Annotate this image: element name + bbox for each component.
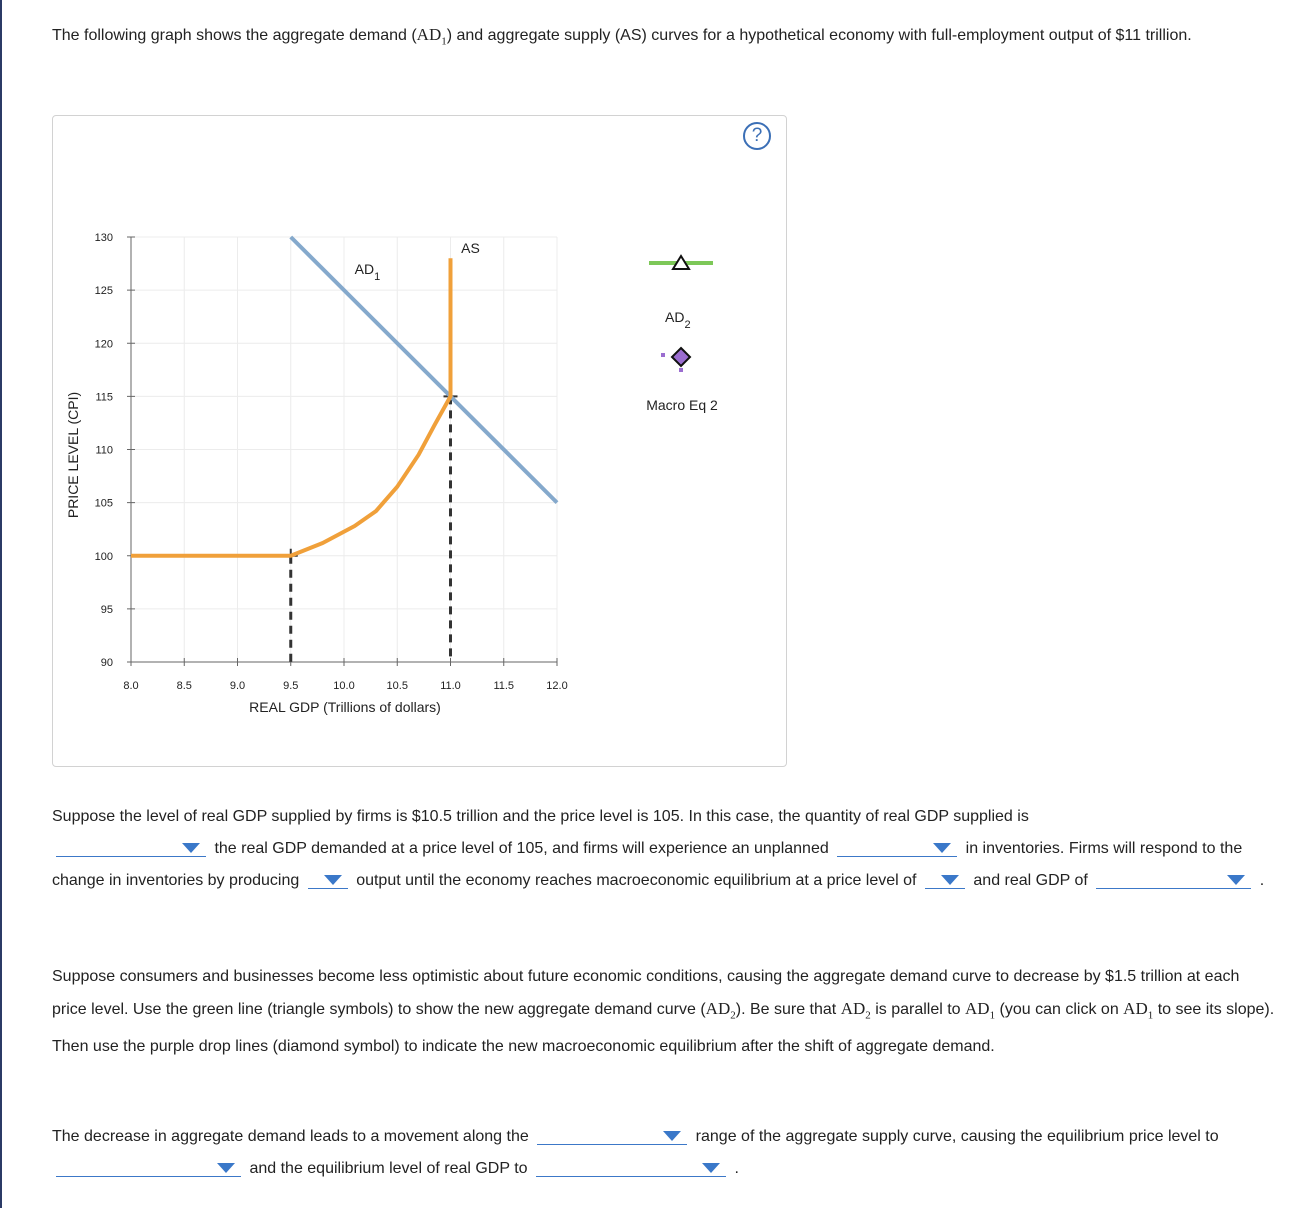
dropdown-price-level-change[interactable] [56, 1158, 241, 1177]
drop-line-dot-bottom [679, 368, 683, 372]
chevron-down-icon [323, 875, 342, 885]
x-tick-label: 9.0 [230, 680, 245, 692]
x-tick-label: 11.0 [440, 680, 461, 692]
dropdown-output-change[interactable] [307, 870, 348, 889]
drawing-palette[interactable]: AD2 Macro Eq 2 [646, 254, 718, 413]
dropdown-equilibrium-price[interactable] [924, 870, 965, 889]
diamond-icon [670, 346, 692, 368]
ad1-curve[interactable] [289, 235, 559, 505]
y-tick-label: 120 [95, 338, 113, 350]
y-tick-label: 125 [95, 285, 113, 297]
x-tick-label: 9.5 [283, 680, 298, 692]
dropdown-as-range[interactable] [537, 1126, 688, 1145]
graph-panel [52, 115, 787, 767]
chevron-down-icon [701, 1163, 720, 1173]
chevron-down-icon [933, 843, 952, 853]
axes [127, 236, 558, 666]
x-tick-label: 10.5 [387, 680, 408, 692]
chevron-down-icon [663, 1131, 682, 1141]
x-tick-label: 12.0 [546, 680, 567, 692]
chevron-down-icon [1227, 875, 1246, 885]
question-3: The decrease in aggregate demand leads t… [52, 1126, 1219, 1177]
y-tick-labels: 90 95 100 105 110 115 120 125 130 [95, 232, 113, 669]
chevron-down-icon [217, 1163, 235, 1173]
y-axis-title: PRICE LEVEL (CPI) [65, 392, 81, 518]
y-tick-label: 130 [95, 232, 113, 244]
macro-eq-palette-label: Macro Eq 2 [646, 397, 718, 413]
as-curve[interactable] [131, 258, 453, 558]
x-tick-label: 8.0 [123, 680, 138, 692]
chevron-down-icon [182, 843, 200, 853]
as-label: AS [461, 240, 480, 256]
x-tick-labels: 8.0 8.5 9.0 9.5 10.0 10.5 11.0 11.5 12.0 [123, 680, 567, 692]
dropdown-inventory-change[interactable] [837, 838, 958, 857]
dropdown-equilibrium-gdp[interactable] [1096, 870, 1252, 889]
series[interactable] [131, 235, 559, 558]
dropdown-supplied-vs-demanded[interactable] [56, 838, 206, 857]
question-1: Suppose the level of real GDP supplied b… [52, 808, 1265, 889]
triangle-icon [671, 254, 691, 270]
y-tick-label: 105 [95, 498, 113, 510]
left-border [0, 0, 2, 1208]
curve-labels: AD1 AS [355, 240, 480, 283]
question-2: Suppose consumers and businesses become … [52, 968, 1275, 1056]
ad1-label: AD1 [355, 261, 381, 283]
y-tick-label: 115 [95, 391, 113, 403]
drop-line-dot-left [661, 353, 665, 357]
x-tick-label: 11.5 [493, 680, 514, 692]
dropdown-gdp-change[interactable] [535, 1158, 726, 1177]
help-icon[interactable]: ? [743, 122, 771, 150]
chevron-down-icon [940, 875, 959, 885]
ad2-palette-label: AD2 [665, 309, 691, 331]
y-tick-label: 110 [95, 445, 113, 457]
y-tick-label: 100 [95, 551, 113, 563]
grid [131, 236, 558, 662]
x-tick-label: 8.5 [177, 680, 192, 692]
x-tick-label: 10.0 [333, 680, 354, 692]
x-axis-title: REAL GDP (Trillions of dollars) [249, 699, 441, 715]
y-tick-label: 90 [101, 657, 113, 669]
intro-text: The following graph shows the aggregate … [52, 25, 1192, 48]
y-tick-label: 95 [101, 604, 113, 616]
